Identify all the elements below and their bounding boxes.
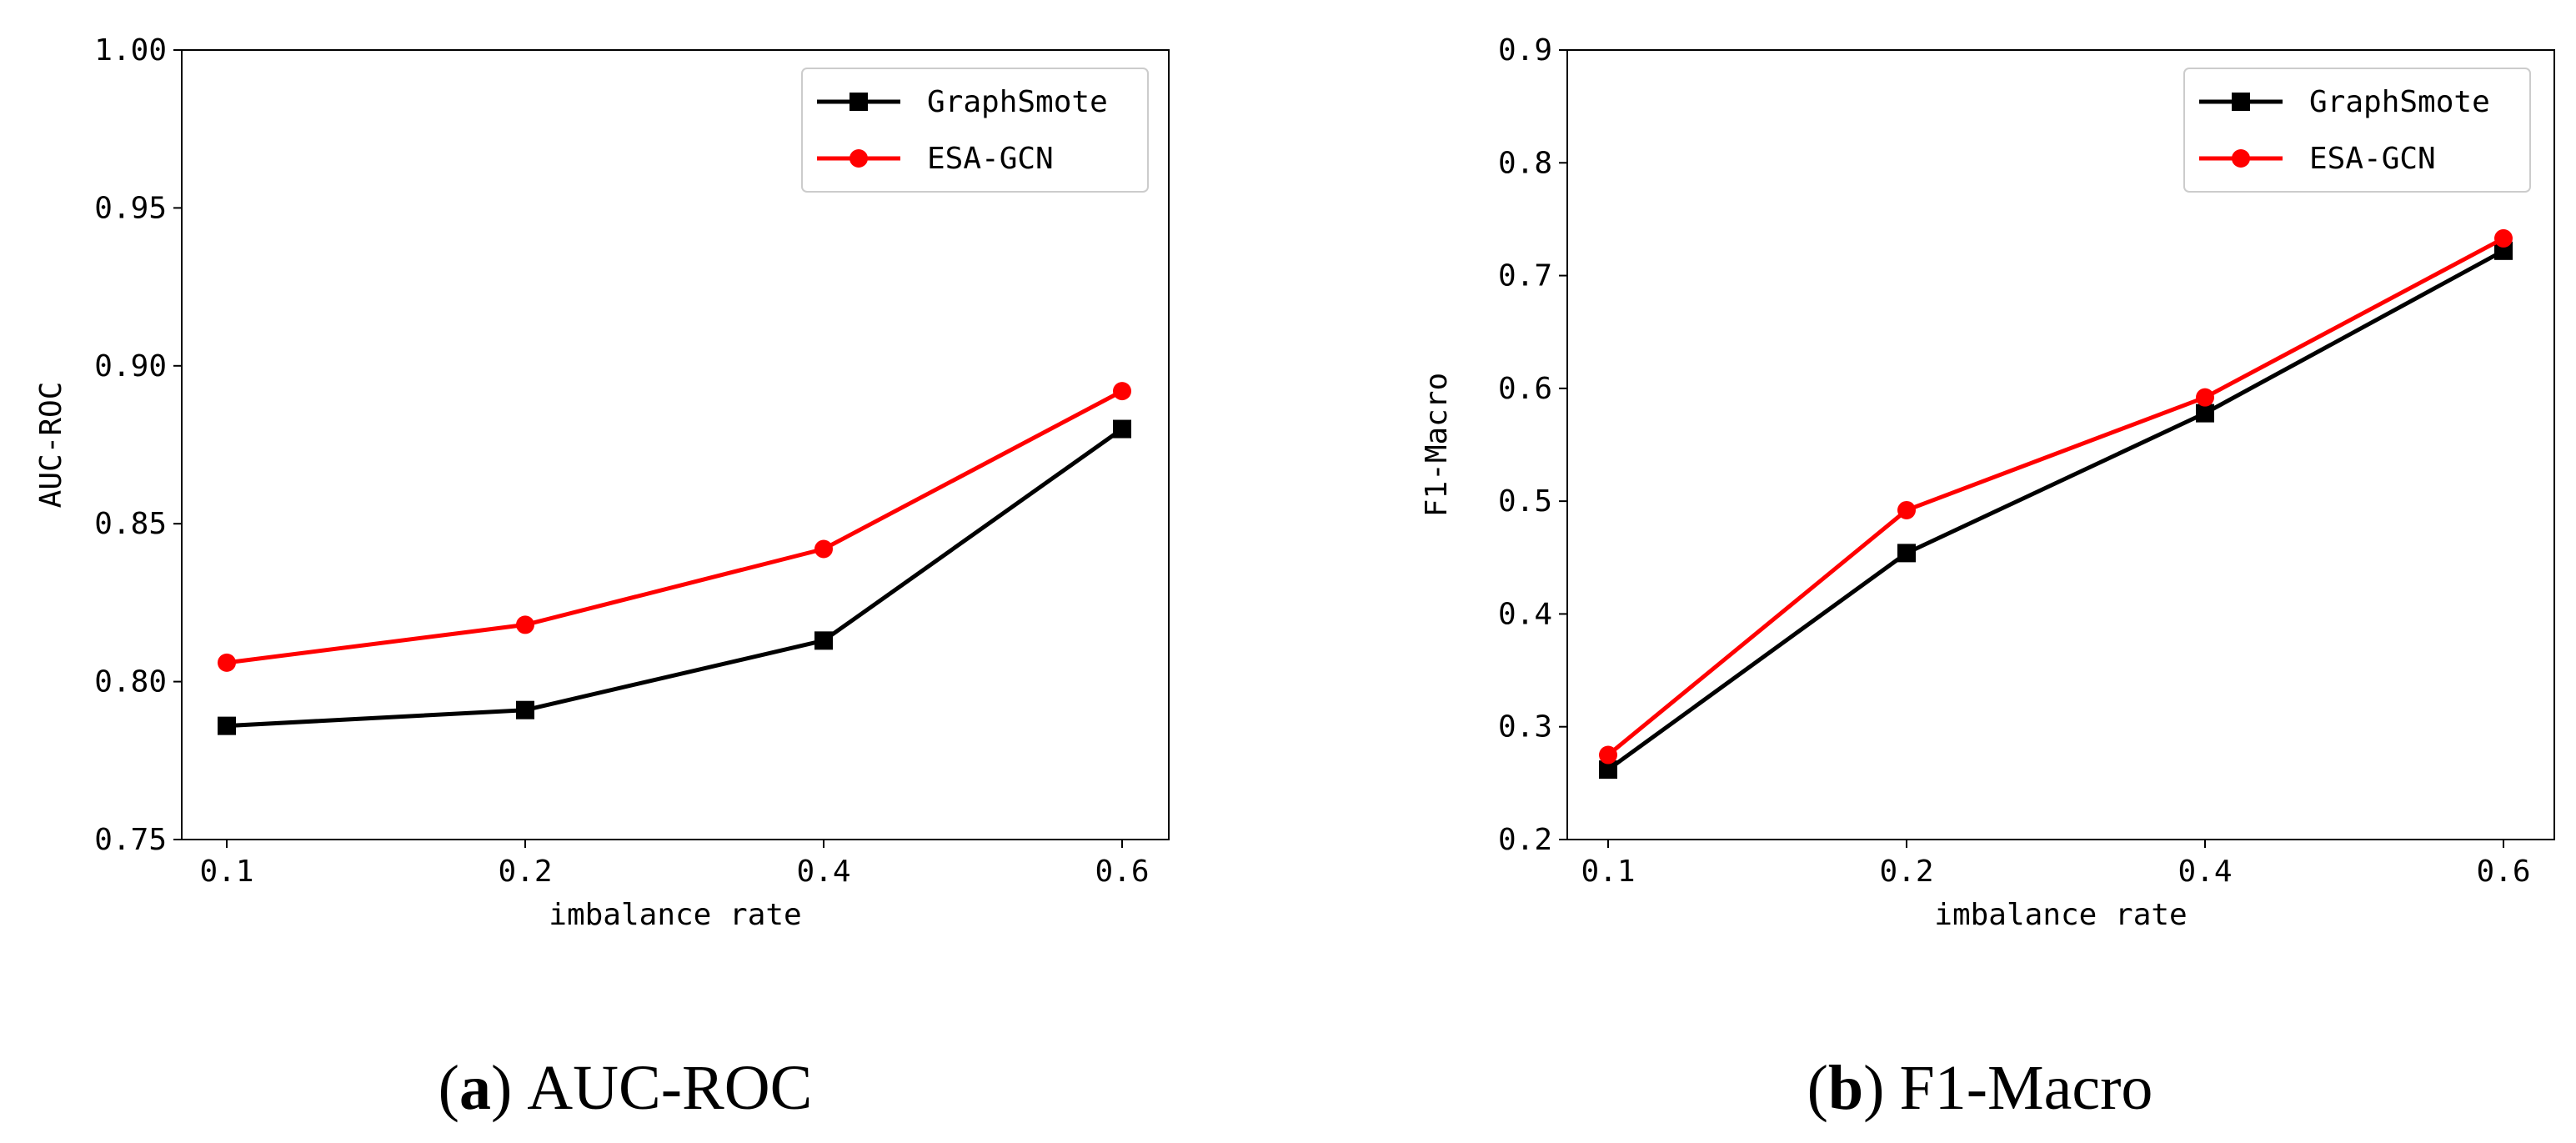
legend-marker [2232, 149, 2250, 168]
data-point-graphsmote [814, 631, 833, 650]
legend-label: ESA-GCN [2309, 142, 2436, 176]
series-line-esa-gcn [226, 389, 1124, 665]
series-line-graphsmote [226, 427, 1124, 729]
y-tick-label: 0.3 [1498, 710, 1552, 744]
x-tick-label: 0.1 [1581, 855, 1635, 889]
y-tick-label: 0.4 [1498, 597, 1552, 631]
y-tick-label: 0.7 [1498, 259, 1552, 293]
y-tick-label: 0.9 [1498, 33, 1552, 68]
legend-box [801, 68, 1149, 193]
legend-box [2183, 68, 2531, 193]
x-tick-label: 0.4 [2178, 855, 2232, 889]
series-line-esa-gcn [1606, 236, 2505, 757]
data-point-graphsmote [2196, 404, 2214, 423]
data-point-graphsmote [218, 716, 236, 735]
caption-paren-close: ) [1863, 1053, 1884, 1123]
x-tick-label: 0.6 [2476, 855, 2530, 889]
y-tick-label: 0.8 [1498, 146, 1552, 180]
caption-paren-open: ( [439, 1053, 459, 1123]
figure-caption: (b) F1-Macro [1807, 1053, 2153, 1123]
legend-label: GraphSmote [2309, 85, 2490, 119]
data-point-esa-gcn [1113, 382, 1131, 401]
legend-label: ESA-GCN [927, 142, 1054, 176]
x-axis-label: imbalance rate [1934, 898, 2187, 932]
legend-marker [849, 93, 868, 111]
caption-text: F1-Macro [1899, 1053, 2153, 1123]
data-point-graphsmote [1599, 760, 1617, 780]
data-point-graphsmote [1113, 419, 1131, 439]
caption-paren-close: ) [491, 1053, 512, 1123]
data-point-esa-gcn [218, 653, 236, 672]
data-point-graphsmote [1897, 544, 1916, 563]
y-axis-label: F1-Macro [1420, 373, 1454, 517]
x-tick-label: 0.4 [796, 855, 850, 889]
plot-frame [181, 49, 1170, 840]
y-tick-label: 0.2 [1498, 823, 1552, 857]
legend-marker [2232, 93, 2250, 111]
y-axis-label: AUC-ROC [34, 382, 68, 509]
legend-label: GraphSmote [927, 85, 1108, 119]
data-point-esa-gcn [2196, 388, 2214, 407]
caption-paren-open: ( [1807, 1053, 1828, 1123]
y-tick-label: 0.6 [1498, 372, 1552, 406]
y-tick-label: 0.75 [94, 823, 167, 857]
chart-f1-macro: 0.2 0.3 0.4 0.5 0.6 0.7 0.8 0.9 0.1 0.2 0.4 0.6 imba… [1420, 33, 2555, 1123]
data-point-esa-gcn [1897, 500, 1916, 519]
series-line-graphsmote [1606, 248, 2505, 772]
y-tick-label: 1.00 [94, 33, 167, 68]
plot-frame [1566, 49, 2555, 840]
y-tick-label: 0.90 [94, 349, 167, 384]
y-tick-label: 0.85 [94, 507, 167, 541]
y-tick-label: 0.80 [94, 665, 167, 699]
caption-letter: a [459, 1053, 491, 1123]
chart-auc-roc: 0.75 0.80 0.85 0.90 0.95 1.00 0.1 0.2 0.4 0.6 imba… [34, 33, 1170, 1123]
y-tick-label: 0.95 [94, 191, 167, 225]
data-point-esa-gcn [516, 615, 534, 634]
x-tick-label: 0.6 [1095, 855, 1149, 889]
caption-text: AUC-ROC [527, 1053, 812, 1123]
figure-caption: (a) AUC-ROC [439, 1053, 813, 1123]
caption-letter: b [1828, 1053, 1863, 1123]
y-tick-label: 0.5 [1498, 484, 1552, 519]
data-point-graphsmote [516, 700, 534, 719]
x-axis-label: imbalance rate [549, 898, 801, 932]
x-tick-label: 0.2 [498, 855, 552, 889]
data-point-esa-gcn [1599, 745, 1617, 765]
x-tick-label: 0.2 [1879, 855, 1933, 889]
x-tick-label: 0.1 [199, 855, 253, 889]
data-point-esa-gcn [2494, 228, 2513, 248]
legend-marker [849, 149, 868, 168]
data-point-esa-gcn [814, 539, 833, 559]
